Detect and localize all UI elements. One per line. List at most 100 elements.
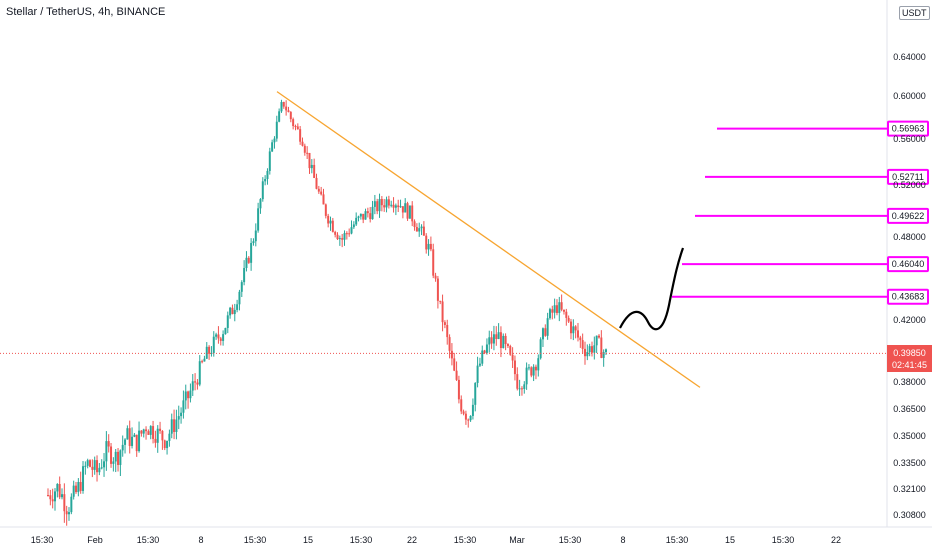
candle-body (530, 367, 533, 376)
candle-body (149, 426, 152, 435)
candle-body (443, 322, 446, 325)
candle-body (268, 151, 271, 171)
candle-body (334, 231, 337, 235)
time-axis-label: 8 (198, 535, 203, 545)
level-tag-label: 0.43683 (892, 292, 925, 302)
time-axis-label: Mar (509, 535, 525, 545)
candle-body (378, 199, 381, 212)
candle-body (289, 112, 292, 120)
candle-body (51, 499, 54, 502)
candle-body (329, 220, 332, 224)
candle-body (485, 344, 488, 353)
candle-body (404, 203, 407, 213)
candle-body (460, 399, 463, 412)
candle-body (553, 305, 556, 313)
candle-body (49, 495, 52, 500)
candle-body (119, 450, 122, 465)
candle-body (236, 304, 239, 310)
candle-body (243, 268, 246, 283)
candle-body (427, 243, 430, 250)
candle-body (320, 191, 323, 195)
candle-body (63, 494, 66, 512)
time-axis-label: 22 (407, 535, 417, 545)
candle-body (383, 205, 386, 208)
candle-body (371, 206, 374, 220)
candle-body (418, 228, 421, 232)
candle-body (110, 446, 113, 464)
candle-body (385, 199, 388, 208)
candle-body (166, 440, 169, 449)
candle-body (128, 428, 131, 446)
candle-body (425, 235, 428, 250)
candle-body (453, 358, 456, 371)
candle-body (133, 434, 136, 437)
time-axis-label: 22 (831, 535, 841, 545)
candle-body (231, 307, 234, 315)
candle-body (285, 106, 288, 111)
candle-countdown: 02:41:45 (892, 360, 927, 370)
candle-body (602, 352, 605, 358)
candle-body (196, 382, 199, 385)
candle-body (280, 102, 283, 112)
candle-body (457, 379, 460, 400)
price-axis-label: 0.56000 (893, 134, 926, 144)
candle-body (287, 110, 290, 113)
candle-body (240, 282, 243, 292)
candle-body (82, 466, 85, 491)
candlestick-series (47, 99, 607, 526)
candle-body (408, 205, 411, 219)
candle-body (483, 350, 486, 353)
descending-trendline[interactable] (276, 91, 701, 388)
candle-body (481, 350, 484, 364)
candle-body (126, 428, 129, 440)
candle-body (401, 206, 404, 213)
price-axis-label: 0.36500 (893, 404, 926, 414)
candle-body (362, 213, 365, 220)
candle-body (296, 126, 299, 130)
candle-body (245, 257, 248, 269)
candle-body (600, 337, 603, 358)
candle-body (308, 152, 311, 169)
symbol-title: Stellar / TetherUS, 4h, BINANCE (6, 6, 166, 18)
time-axis-label: 15 (725, 535, 735, 545)
candle-body (187, 391, 190, 399)
candle-body (100, 467, 103, 469)
price-axis-labels: 0.64000 0.60000 0.56000 0.52000 0.48000 0.420… (893, 52, 926, 520)
level-tag (887, 288, 929, 305)
candle-body (152, 426, 155, 439)
candle-body (399, 206, 402, 208)
projected-path-drawing[interactable] (619, 247, 685, 331)
candle-body (499, 332, 502, 348)
candle-body (502, 335, 505, 348)
time-axis-label: 15:30 (559, 535, 582, 545)
candle-body (476, 365, 479, 383)
candle-body (201, 361, 204, 363)
candle-body (527, 367, 530, 369)
candle-body (259, 199, 262, 209)
candle-body (114, 451, 117, 462)
candle-body (348, 233, 351, 235)
candle-body (180, 412, 183, 417)
candle-body (572, 326, 575, 334)
candle-body (588, 346, 591, 353)
candle-body (490, 337, 493, 344)
candle-body (273, 138, 276, 143)
candle-body (215, 334, 218, 337)
candle-body (455, 370, 458, 380)
candle-body (135, 434, 138, 452)
candle-body (415, 227, 418, 232)
candle-body (478, 363, 481, 366)
candle-body (509, 345, 512, 355)
candle-body (294, 126, 297, 128)
candle-body (523, 384, 526, 390)
currency-button[interactable]: USDT (899, 6, 930, 20)
time-axis-label: 15:30 (350, 535, 373, 545)
candle-body (275, 121, 278, 139)
candle-body (560, 302, 563, 310)
candle-body (513, 360, 516, 375)
candle-body (525, 367, 528, 385)
candle-body (315, 177, 318, 189)
candle-body (534, 366, 537, 371)
candle-body (439, 300, 442, 302)
